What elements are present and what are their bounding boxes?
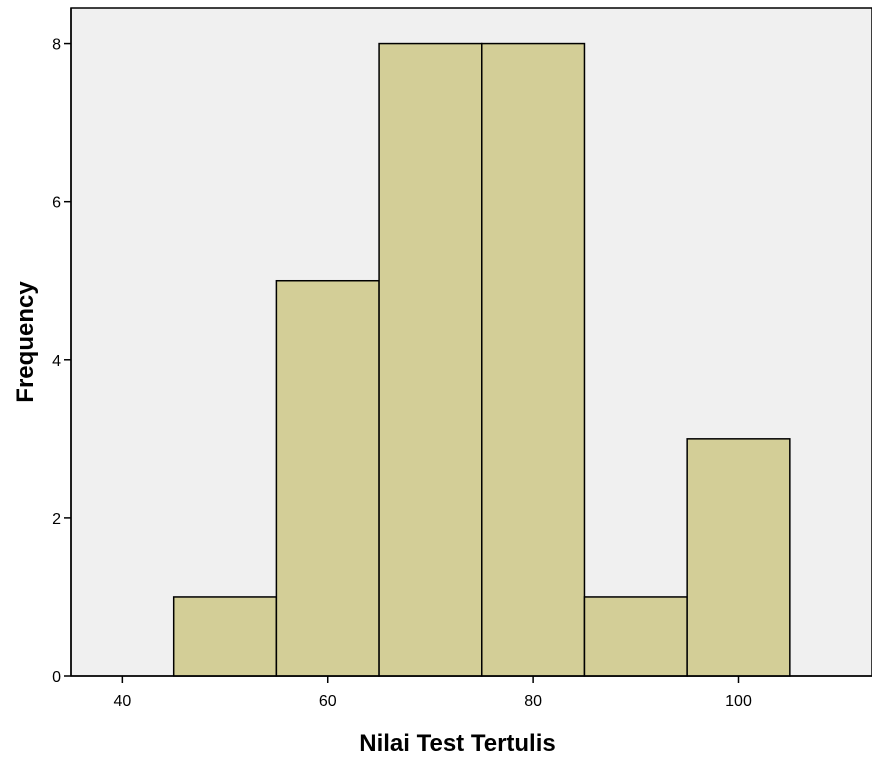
y-tick-label: 2: [52, 511, 61, 528]
bars-group: [172, 42, 791, 677]
x-axis-title: Nilai Test Tertulis: [359, 730, 556, 757]
y-axis: 0 2 4 6 8: [52, 8, 72, 686]
y-tick-label: 4: [52, 353, 61, 370]
histogram-bar-2: [275, 279, 380, 677]
histogram-bar-4: [481, 42, 586, 677]
histogram-bar-1: [172, 596, 278, 677]
y-axis-title: Frequency: [12, 281, 39, 403]
x-tick-label: 80: [524, 693, 542, 710]
x-axis: 40 60 80 100: [71, 675, 872, 710]
x-tick-label: 100: [725, 693, 752, 710]
histogram-bar-3: [378, 42, 483, 677]
x-tick-label: 60: [319, 693, 337, 710]
x-tick-label: 40: [113, 693, 131, 710]
histogram-bar-5: [583, 596, 688, 677]
histogram-bar-6: [686, 438, 791, 677]
y-tick-label: 8: [52, 37, 61, 54]
y-tick-label: 0: [52, 669, 61, 686]
y-tick-label: 6: [52, 195, 61, 212]
